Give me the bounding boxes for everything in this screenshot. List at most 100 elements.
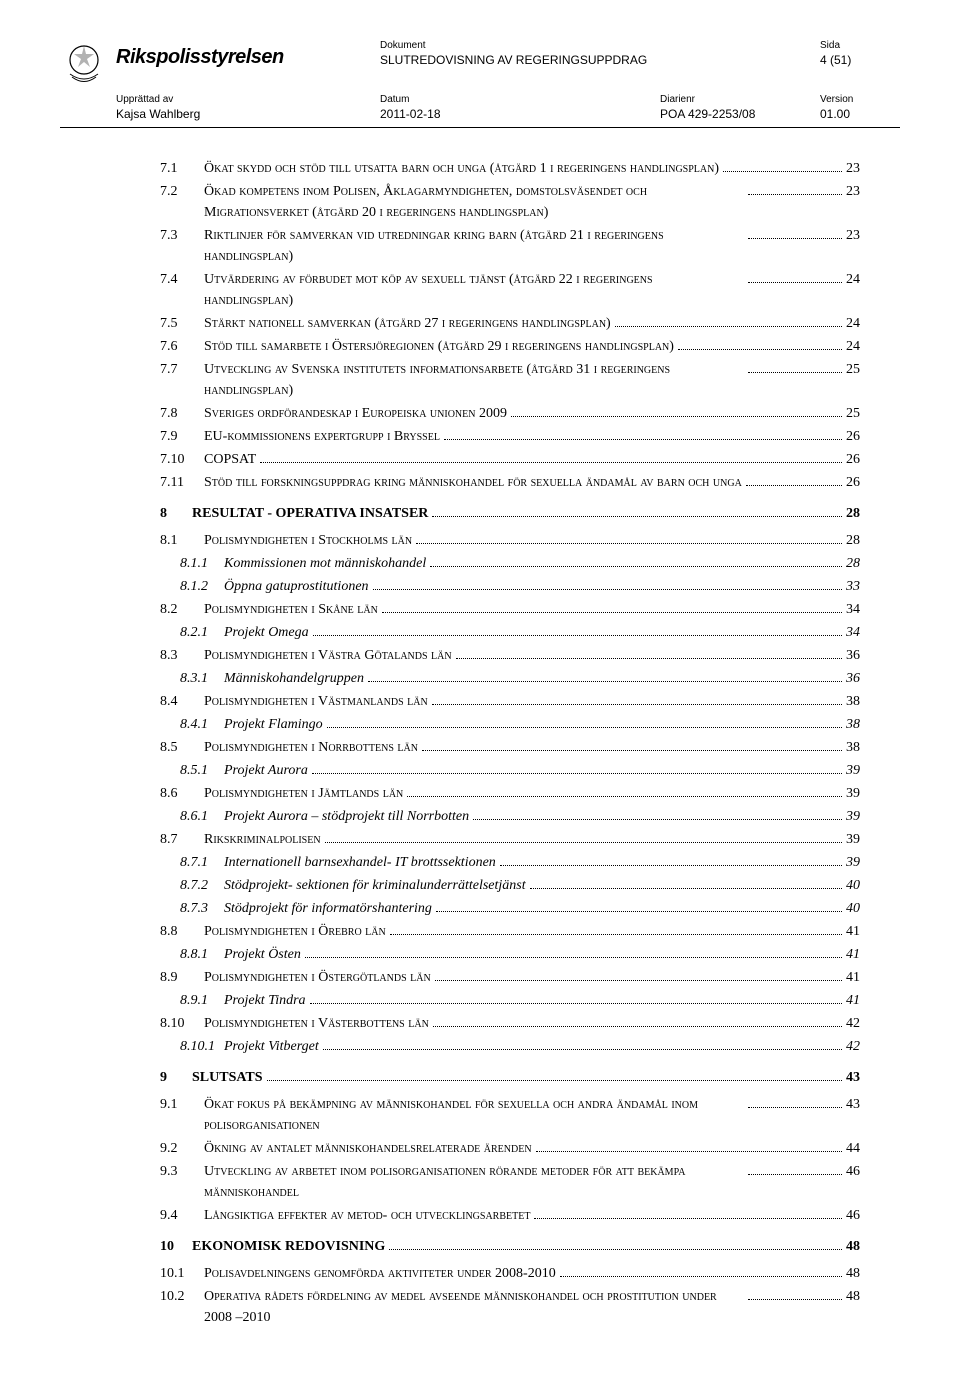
- toc-number: 7.10: [160, 449, 204, 470]
- toc-leader-dots: [432, 704, 842, 705]
- toc-number: 7.11: [160, 472, 204, 493]
- toc-page: 46: [846, 1161, 860, 1182]
- toc-title: EU-kommissionens expertgrupp i Bryssel: [204, 426, 440, 447]
- toc-number: 9.4: [160, 1205, 204, 1226]
- toc-title: Polisavdelningens genomförda aktiviteter…: [204, 1263, 556, 1284]
- toc-number: 9: [160, 1067, 192, 1088]
- toc-page: 48: [846, 1263, 860, 1284]
- toc-title: Ökat fokus på bekämpning av människohand…: [204, 1094, 744, 1136]
- toc-page: 38: [846, 714, 860, 735]
- toc-page: 41: [846, 990, 860, 1011]
- toc-page: 23: [846, 158, 860, 179]
- org-name: Rikspolisstyrelsen: [116, 40, 284, 69]
- toc-title: Stödprojekt- sektionen för kriminalunder…: [224, 875, 526, 896]
- toc-title: Projekt Aurora: [224, 760, 308, 781]
- toc-title: Riktlinjer för samverkan vid utredningar…: [204, 225, 744, 267]
- toc-page: 38: [846, 691, 860, 712]
- table-of-contents: 7.1Ökat skydd och stöd till utsatta barn…: [60, 158, 900, 1328]
- toc-leader-dots: [433, 1026, 842, 1027]
- version-label: Version: [820, 94, 940, 105]
- toc-number: 7.4: [160, 269, 204, 290]
- toc-title: Polismyndigheten i Skåne län: [204, 599, 378, 620]
- toc-page: 33: [846, 576, 860, 597]
- toc-page: 48: [846, 1236, 860, 1257]
- header-version: Version 01.00: [820, 94, 940, 121]
- toc-page: 26: [846, 449, 860, 470]
- toc-title: Ökning av antalet människohandelsrelater…: [204, 1138, 532, 1159]
- toc-leader-dots: [530, 888, 842, 889]
- toc-title: Polismyndigheten i Jämtlands län: [204, 783, 403, 804]
- toc-entry: 8RESULTAT - OPERATIVA INSATSER28: [160, 503, 860, 524]
- toc-entry: 7.3Riktlinjer för samverkan vid utrednin…: [160, 225, 860, 267]
- toc-title: RESULTAT - OPERATIVA INSATSER: [192, 503, 428, 524]
- toc-page: 36: [846, 645, 860, 666]
- toc-entry: 8.10Polismyndigheten i Västerbottens län…: [160, 1013, 860, 1034]
- toc-leader-dots: [536, 1151, 842, 1152]
- toc-entry: 9.1Ökat fokus på bekämpning av människoh…: [160, 1094, 860, 1136]
- toc-page: 24: [846, 336, 860, 357]
- toc-title: COPSAT: [204, 449, 256, 470]
- toc-leader-dots: [390, 934, 842, 935]
- toc-leader-dots: [435, 980, 842, 981]
- dokument-label: Dokument: [380, 40, 660, 51]
- toc-entry: 9SLUTSATS43: [160, 1067, 860, 1088]
- toc-entry: 7.2Ökad kompetens inom Polisen, Åklagarm…: [160, 181, 860, 223]
- toc-entry: 7.9EU-kommissionens expertgrupp i Brysse…: [160, 426, 860, 447]
- toc-title: Människohandelgruppen: [224, 668, 364, 689]
- toc-leader-dots: [748, 194, 842, 195]
- toc-entry: 8.3.1Människohandelgruppen36: [160, 668, 860, 689]
- toc-number: 8.1.2: [160, 576, 224, 597]
- toc-entry: 10.2Operativa rådets fördelning av medel…: [160, 1286, 860, 1328]
- toc-leader-dots: [430, 566, 842, 567]
- diarienr-label: Diarienr: [660, 94, 820, 105]
- toc-page: 41: [846, 967, 860, 988]
- header-dokument: Dokument SLUTREDOVISNING AV REGERINGSUPP…: [380, 40, 660, 88]
- toc-number: 8.7.3: [160, 898, 224, 919]
- toc-entry: 7.7Utveckling av Svenska institutets inf…: [160, 359, 860, 401]
- toc-leader-dots: [313, 635, 842, 636]
- toc-leader-dots: [511, 416, 842, 417]
- toc-entry: 8.2.1Projekt Omega34: [160, 622, 860, 643]
- toc-number: 8.9.1: [160, 990, 224, 1011]
- toc-page: 39: [846, 783, 860, 804]
- toc-number: 7.8: [160, 403, 204, 424]
- toc-page: 39: [846, 760, 860, 781]
- toc-number: 8.6: [160, 783, 204, 804]
- toc-leader-dots: [560, 1276, 842, 1277]
- toc-title: Ökat skydd och stöd till utsatta barn oc…: [204, 158, 719, 179]
- toc-number: 8.1.1: [160, 553, 224, 574]
- toc-leader-dots: [416, 543, 842, 544]
- toc-title: EKONOMISK REDOVISNING: [192, 1236, 385, 1257]
- toc-leader-dots: [389, 1249, 842, 1250]
- toc-page: 34: [846, 599, 860, 620]
- toc-number: 8.8.1: [160, 944, 224, 965]
- toc-title: Utveckling av arbetet inom polisorganisa…: [204, 1161, 744, 1203]
- toc-title: Operativa rådets fördelning av medel avs…: [204, 1286, 744, 1328]
- toc-page: 40: [846, 875, 860, 896]
- toc-number: 8.2.1: [160, 622, 224, 643]
- toc-page: 39: [846, 806, 860, 827]
- toc-title: Projekt Aurora – stödprojekt till Norrbo…: [224, 806, 469, 827]
- toc-entry: 10EKONOMISK REDOVISNING48: [160, 1236, 860, 1257]
- toc-entry: 9.3Utveckling av arbetet inom polisorgan…: [160, 1161, 860, 1203]
- toc-title: Rikskriminalpolisen: [204, 829, 321, 850]
- toc-title: Kommissionen mot människohandel: [224, 553, 426, 574]
- toc-entry: 8.2Polismyndigheten i Skåne län34: [160, 599, 860, 620]
- sida-label: Sida: [820, 40, 940, 51]
- toc-entry: 8.5.1Projekt Aurora39: [160, 760, 860, 781]
- document-subheader: Upprättad av Kajsa Wahlberg Datum 2011-0…: [60, 94, 900, 121]
- toc-page: 39: [846, 852, 860, 873]
- toc-leader-dots: [432, 516, 842, 517]
- toc-entry: 8.7.3Stödprojekt för informatörshanterin…: [160, 898, 860, 919]
- toc-number: 8.7.1: [160, 852, 224, 873]
- toc-entry: 8.7.2Stödprojekt- sektionen för kriminal…: [160, 875, 860, 896]
- toc-number: 7.1: [160, 158, 204, 179]
- toc-title: Öppna gatuprostitutionen: [224, 576, 369, 597]
- toc-number: 10.1: [160, 1263, 204, 1284]
- sida-value: 4 (51): [820, 53, 940, 67]
- toc-leader-dots: [723, 171, 842, 172]
- toc-number: 7.6: [160, 336, 204, 357]
- toc-page: 41: [846, 944, 860, 965]
- toc-title: Polismyndigheten i Västerbottens län: [204, 1013, 429, 1034]
- toc-number: 8.3.1: [160, 668, 224, 689]
